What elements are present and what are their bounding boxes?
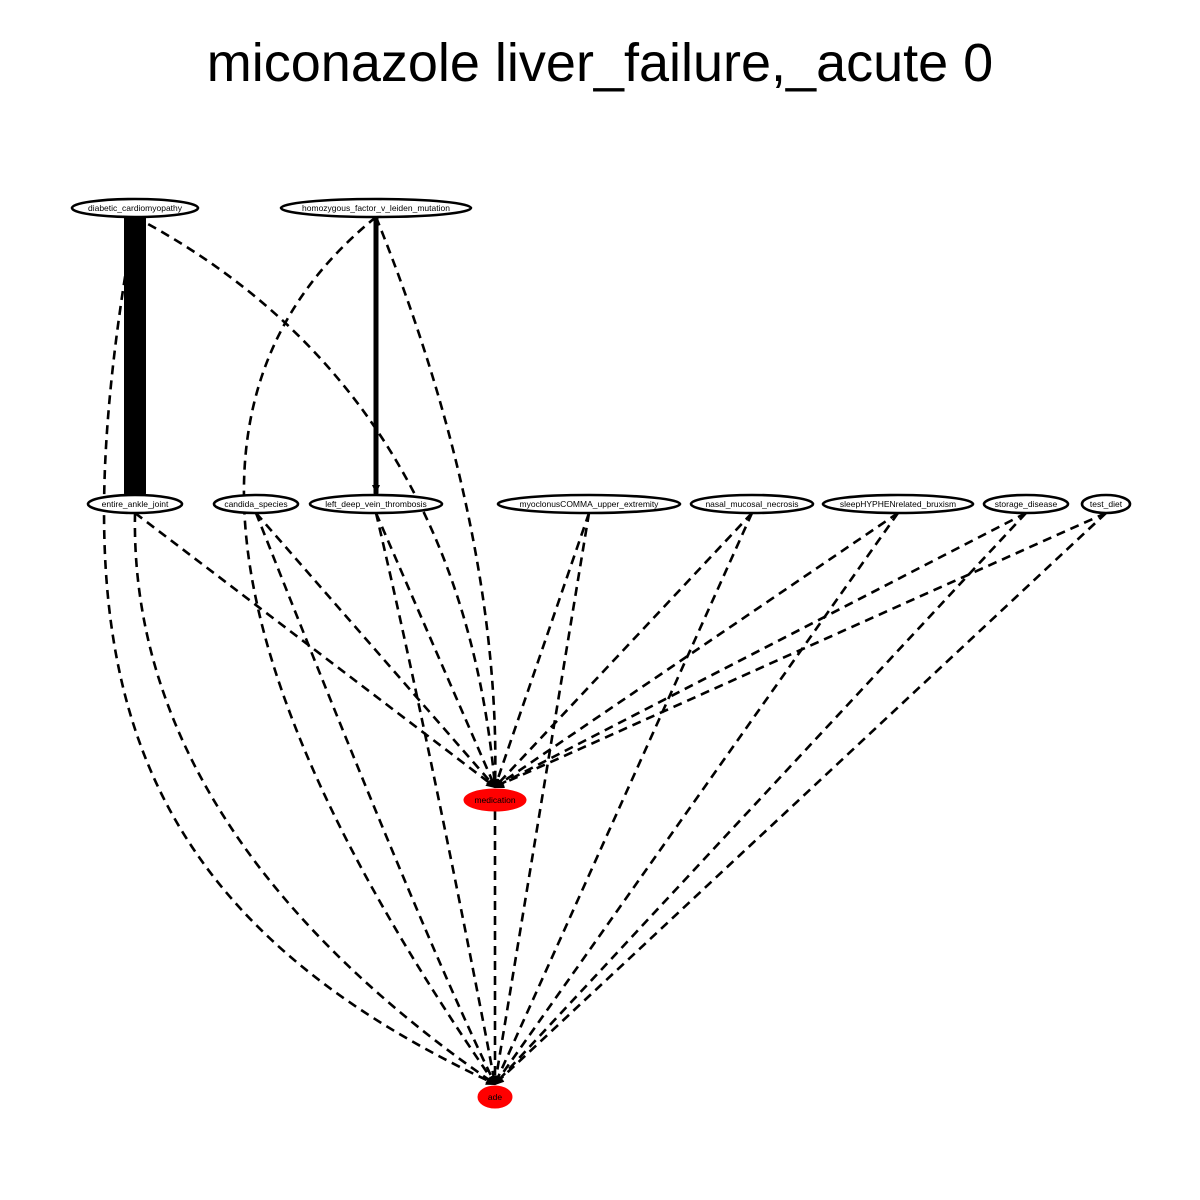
edge-nasal_mucosal_necrosis-to-ade <box>493 512 754 1085</box>
node-label-test_diet: test_diet <box>1090 499 1123 509</box>
edge-test_diet-to-medication <box>494 511 1107 789</box>
nodes-layer: diabetic_cardiomyopathy homozygous_factor… <box>70 197 1132 1109</box>
node-shape-entire_ankle_joint <box>86 493 184 515</box>
edge-sleepHYPHENrelated_bruxism-to-medication <box>494 511 899 789</box>
edge-myoclonusCOMMA_upper_extremity-to-medication <box>493 512 591 788</box>
node-label-homozygous_factor_v_leiden_mutation: homozygous_factor_v_leiden_mutation <box>302 203 450 213</box>
edge-myoclonusCOMMA_upper_extremity-to-ade <box>493 512 591 1085</box>
edge-homozygous_factor_v_leiden_mutation-to-medication <box>374 216 497 788</box>
node-nasal_mucosal_necrosis: nasal_mucosal_necrosis <box>689 493 815 515</box>
node-medication: medication <box>463 788 527 812</box>
node-shape-medication <box>463 788 527 812</box>
node-label-ade: ade <box>488 1092 502 1102</box>
edge-storage_disease-to-ade <box>494 512 1027 1085</box>
node-shape-candida_species <box>212 493 300 515</box>
edges-layer <box>102 206 1107 1086</box>
node-entire_ankle_joint: entire_ankle_joint <box>86 493 184 515</box>
edge-left_deep_vein_thrombosis-to-ade <box>374 512 497 1085</box>
arrowhead-test_diet-to-ade <box>495 1075 505 1085</box>
arrowhead-diabetic_cardiomyopathy-to-entire_ankle_joint <box>131 485 139 494</box>
edge-nasal_mucosal_necrosis-to-medication <box>494 512 753 788</box>
arrowhead-test_diet-to-medication <box>495 780 505 788</box>
node-label-nasal_mucosal_necrosis: nasal_mucosal_necrosis <box>705 499 798 509</box>
node-label-myoclonusCOMMA_upper_extremity: myoclonusCOMMA_upper_extremity <box>520 499 660 509</box>
node-shape-myoclonusCOMMA_upper_extremity <box>496 493 682 515</box>
node-shape-nasal_mucosal_necrosis <box>689 493 815 515</box>
node-diabetic_cardiomyopathy: diabetic_cardiomyopathy <box>70 197 200 219</box>
node-shape-storage_disease <box>982 493 1070 515</box>
node-sleepHYPHENrelated_bruxism: sleepHYPHENrelated_bruxism <box>821 493 975 515</box>
arrowhead-homozygous_factor_v_leiden_mutation-to-left_deep_vein_thrombosis <box>372 485 380 494</box>
node-ade: ade <box>477 1085 513 1109</box>
node-label-entire_ankle_joint: entire_ankle_joint <box>102 499 169 509</box>
arrowhead-medication-to-ade <box>491 1076 499 1085</box>
node-shape-sleepHYPHENrelated_bruxism <box>821 493 975 515</box>
node-shape-ade <box>477 1085 513 1109</box>
node-test_diet: test_diet <box>1080 493 1132 515</box>
node-label-medication: medication <box>474 795 515 805</box>
node-homozygous_factor_v_leiden_mutation: homozygous_factor_v_leiden_mutation <box>279 197 473 219</box>
node-shape-homozygous_factor_v_leiden_mutation <box>279 197 473 219</box>
node-shape-left_deep_vein_thrombosis <box>308 493 444 515</box>
graph-title: miconazole liver_failure,_acute 0 <box>206 33 994 93</box>
edge-left_deep_vein_thrombosis-to-medication <box>374 512 497 788</box>
node-storage_disease: storage_disease <box>982 493 1070 515</box>
edge-test_diet-to-ade <box>494 512 1107 1085</box>
edge-storage_disease-to-medication <box>494 511 1027 789</box>
edge-candida_species-to-medication <box>255 512 496 788</box>
node-myoclonusCOMMA_upper_extremity: myoclonusCOMMA_upper_extremity <box>496 493 682 515</box>
arrowhead-left_deep_vein_thrombosis-to-medication <box>487 778 496 788</box>
node-label-sleepHYPHENrelated_bruxism: sleepHYPHENrelated_bruxism <box>840 499 956 509</box>
node-left_deep_vein_thrombosis: left_deep_vein_thrombosis <box>308 493 444 515</box>
node-label-candida_species: candida_species <box>224 499 287 509</box>
edge-homozygous_factor_v_leiden_mutation-to-ade <box>242 215 497 1085</box>
node-candida_species: candida_species <box>212 493 300 515</box>
edge-entire_ankle_joint-to-medication <box>134 511 496 789</box>
edge-diabetic_cardiomyopathy-to-ade <box>102 216 496 1086</box>
node-label-left_deep_vein_thrombosis: left_deep_vein_thrombosis <box>325 499 427 509</box>
node-label-diabetic_cardiomyopathy: diabetic_cardiomyopathy <box>88 203 183 213</box>
edge-entire_ankle_joint-to-ade <box>133 512 496 1086</box>
node-label-storage_disease: storage_disease <box>995 499 1058 509</box>
node-shape-test_diet <box>1080 493 1132 515</box>
edge-sleepHYPHENrelated_bruxism-to-ade <box>493 512 900 1085</box>
edge-diabetic_cardiomyopathy-to-medication <box>134 215 497 788</box>
node-shape-diabetic_cardiomyopathy <box>70 197 200 219</box>
